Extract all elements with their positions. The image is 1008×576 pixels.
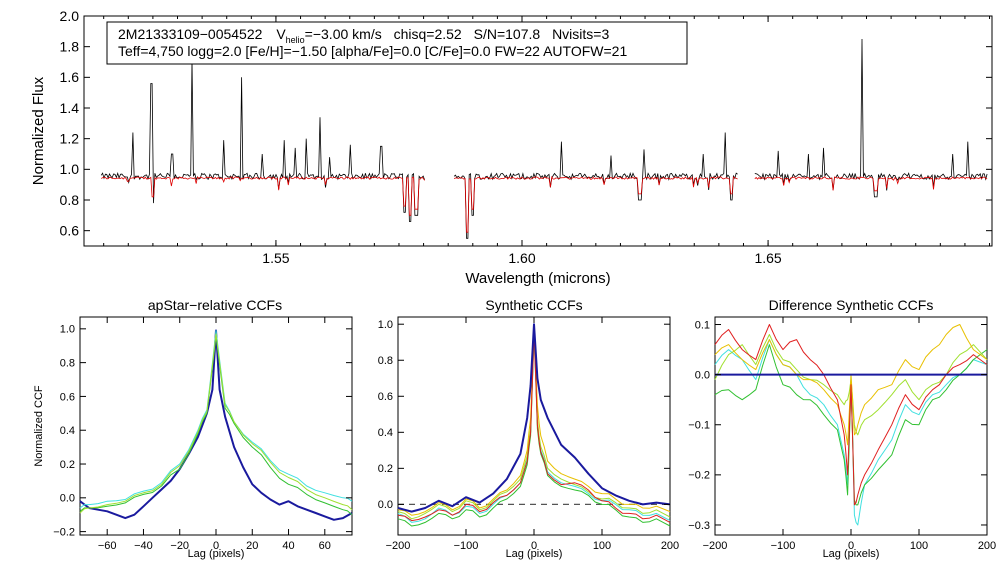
spectrum-panel: 1.55 1.60 1.65 0.6 0.8 1.0 1.2 1.4 1.6 1.8 2.0 Wav… [30, 8, 993, 287]
synthetic-ccf-panel: Synthetic CCFs −200 −100 0 100 200 0.0 0.2 0.4 0… [378, 297, 679, 560]
synthetic-ccf-ytick-label: 1.0 [378, 319, 393, 331]
apstar-ccf-ylabel: Normalized CCF [33, 385, 45, 467]
difference-ccf-ytick-label: −0.2 [688, 470, 710, 482]
apstar-ccf-ytick-label: 0.0 [60, 493, 75, 505]
spectrum-ylabel: Normalized Flux [30, 76, 47, 185]
spectrum-ytick-label: 1.0 [60, 161, 80, 177]
spectrum-ytick-label: 1.2 [60, 131, 80, 147]
spectrum-ytick-label: 2.0 [60, 8, 80, 24]
spectrum-ytick-label: 0.8 [60, 192, 80, 208]
spectrum-xtick-label: 1.55 [262, 250, 289, 266]
spectrum-series-observed [100, 58, 425, 222]
spectrum-plot-frame [83, 15, 993, 247]
chisq-value: chisq=2.52 [394, 26, 462, 42]
difference-ccf-data-marks [714, 324, 988, 526]
apstar-ccf-xtick-label: 60 [319, 540, 331, 552]
velocity-subscript: helio [286, 35, 305, 45]
difference-ccf-xtick-label: 0 [848, 540, 854, 552]
difference-ccf-xtick-label: 200 [978, 540, 996, 552]
spectrum-ytick-label: 1.4 [60, 100, 80, 116]
synthetic-ccf-xtick-label: −100 [454, 540, 479, 552]
snr-value: S/N=107.8 [474, 26, 541, 42]
nvisits-value: Nvisits=3 [552, 26, 609, 42]
spectrum-annotation-line1: 2M21333109−0054522 Vhelio=−3.00 km/s chi… [118, 26, 609, 45]
difference-ccf-ytick-label: −0.1 [688, 420, 710, 432]
difference-ccf-xlabel: Lag (pixels) [823, 548, 880, 560]
apstar-ccf-xtick-label: −20 [170, 540, 189, 552]
synthetic-ccf-series-visit-1 [397, 329, 671, 523]
synthetic-ccf-data-marks [397, 323, 671, 527]
synthetic-ccf-ytick-label: 0.0 [378, 499, 393, 511]
difference-ccf-ytick-label: 0.1 [695, 319, 710, 331]
spectrum-axes: 1.55 1.60 1.65 0.6 0.8 1.0 1.2 1.4 1.6 1.8 2.0 [60, 8, 992, 266]
synthetic-ccf-xtick-label: 200 [661, 540, 679, 552]
spectrum-ytick-label: 1.6 [60, 69, 80, 85]
difference-ccf-xtick-label: 100 [910, 540, 928, 552]
apstar-ccf-data-marks [79, 329, 353, 521]
apstar-ccf-title: apStar−relative CCFs [148, 297, 282, 313]
apstar-ccf-ytick-label: 0.4 [60, 425, 75, 437]
difference-ccf-series-visit-5 [714, 324, 988, 506]
synthetic-ccf-series-visit-5 [397, 330, 671, 523]
spectrum-data-marks [100, 38, 988, 239]
velocity-prefix: V [276, 26, 286, 42]
difference-ccf-xtick-label: −100 [771, 540, 796, 552]
apstar-ccf-series-combined [79, 329, 353, 521]
difference-ccf-axes: −200 −100 0 100 200 −0.3 −0.2 −0.1 0.0 0.1 [688, 317, 996, 552]
synthetic-ccf-series-visit-4 [397, 329, 671, 516]
apstar-ccf-ytick-label: 1.0 [60, 324, 75, 336]
spectrum-xlabel: Wavelength (microns) [465, 270, 610, 287]
apstar-ccf-ytick-label: −0.2 [53, 526, 75, 538]
spectrum-ytick-label: 0.6 [60, 223, 80, 239]
synthetic-ccf-xtick-label: 100 [593, 540, 611, 552]
synthetic-ccf-xtick-label: −200 [386, 540, 411, 552]
synthetic-ccf-series-visit-3 [397, 330, 671, 520]
spectrum-xtick-label: 1.60 [508, 250, 535, 266]
spectrum-series-model [754, 176, 988, 192]
apstar-ccf-xtick-label: 40 [282, 540, 294, 552]
synthetic-ccf-ytick-label: 0.4 [378, 427, 393, 439]
synthetic-ccf-ytick-label: 0.2 [378, 463, 393, 475]
spectrum-xtick-label: 1.65 [754, 250, 781, 266]
synthetic-ccf-title: Synthetic CCFs [485, 297, 582, 313]
apstar-ccf-ytick-label: 0.6 [60, 391, 75, 403]
apstar-ccf-series-visit-3 [79, 333, 353, 514]
spectrum-series-model [453, 175, 738, 233]
apstar-ccf-xtick-label: 20 [246, 540, 258, 552]
spectrum-series-model [101, 176, 425, 216]
synthetic-ccf-ytick-label: 0.6 [378, 391, 393, 403]
apstar-ccf-xtick-label: −40 [134, 540, 153, 552]
synthetic-ccf-ytick-label: 0.8 [378, 355, 393, 367]
spectrum-ytick-label: 1.8 [60, 39, 80, 55]
difference-ccf-series-visit-1 [714, 339, 988, 526]
apstar-ccf-ytick-label: 0.8 [60, 357, 75, 369]
difference-ccf-panel: Difference Synthetic CCFs −200 −100 0 100 20… [688, 297, 996, 560]
apstar-ccf-axes: −60 −40 −20 0 20 40 60 −0.2 0.0 0.2 0.4 0.6 0.8 1.0 [53, 317, 352, 552]
synthetic-ccf-xlabel: Lag (pixels) [506, 548, 563, 560]
spectrum-annotation-box [106, 21, 688, 65]
apstar-ccf-xtick-label: −60 [98, 540, 117, 552]
difference-ccf-ytick-label: 0.0 [695, 369, 710, 381]
spectrum-series-observed [453, 132, 738, 239]
apstar-ccf-xtick-label: 0 [213, 540, 219, 552]
velocity-value: =−3.00 km/s [305, 26, 382, 42]
apstar-ccf-series-visit-1 [79, 330, 353, 509]
difference-ccf-title: Difference Synthetic CCFs [769, 297, 934, 313]
spectrum-series-observed [754, 38, 988, 198]
difference-ccf-xtick-label: −200 [703, 540, 728, 552]
apstar-ccf-ytick-label: 0.2 [60, 459, 75, 471]
synthetic-ccf-series-visit-2 [397, 332, 671, 527]
synthetic-ccf-series-combined [397, 323, 671, 513]
difference-ccf-plot-frame [714, 316, 988, 536]
synthetic-ccf-xtick-label: 0 [531, 540, 537, 552]
apstar-ccf-xlabel: Lag (pixels) [188, 548, 245, 560]
star-id: 2M21333109−0054522 [118, 26, 263, 42]
apstar-ccf-panel: apStar−relative CCFs −60 −40 −20 0 20 40 60 −0.… [33, 297, 353, 560]
synthetic-ccf-axes: −200 −100 0 100 200 0.0 0.2 0.4 0.6 0.8 1.0 [378, 317, 679, 552]
difference-ccf-ytick-label: −0.3 [688, 520, 710, 532]
spectrum-annotation-line2: Teff=4,750 logg=2.0 [Fe/H]=−1.50 [alpha/… [118, 43, 627, 59]
